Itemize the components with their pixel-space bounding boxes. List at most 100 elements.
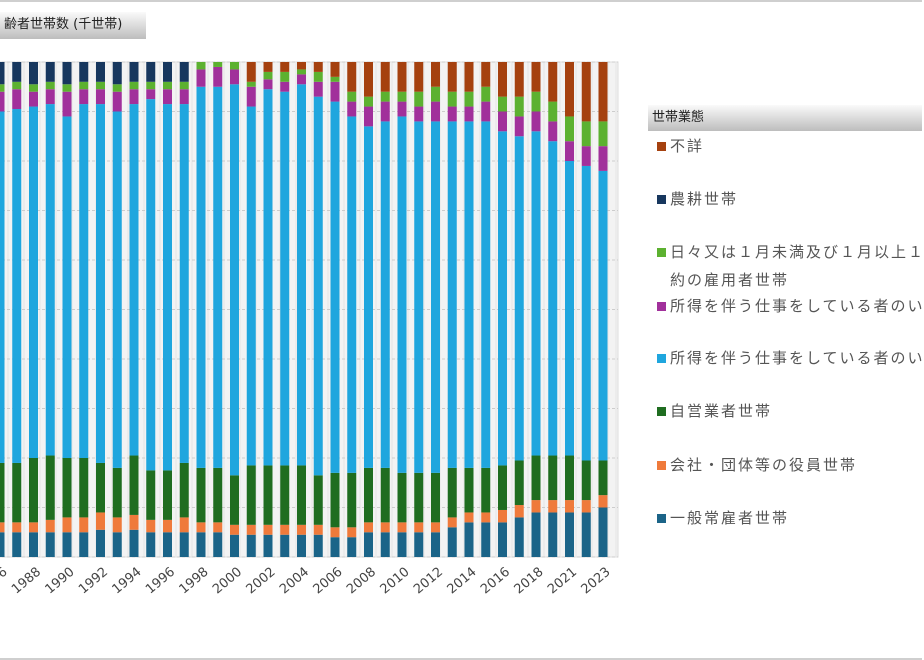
bar-segment	[112, 91, 122, 112]
bar-segment	[45, 104, 55, 456]
bar-segment	[179, 517, 189, 533]
bar-segment	[598, 146, 608, 171]
bar-segment	[531, 455, 541, 501]
bar-segment	[347, 537, 357, 557]
bar-segment	[531, 500, 541, 513]
bar-segment	[313, 475, 323, 525]
bar-segment	[313, 81, 323, 97]
bar-segment	[464, 62, 474, 92]
legend-label: 会社・団体等の役員世帯	[670, 456, 858, 474]
bar-segment	[347, 101, 357, 117]
bar-segment	[179, 62, 189, 82]
bar-segment	[196, 522, 206, 533]
bar-segment	[0, 84, 5, 92]
bar-segment	[112, 467, 122, 518]
bar-segment	[79, 532, 89, 557]
bar-segment	[514, 136, 524, 461]
bar-segment	[481, 62, 491, 87]
bar-segment	[380, 91, 390, 102]
bar-segment	[347, 527, 357, 538]
bar-segment	[548, 455, 558, 501]
bar-segment	[246, 86, 256, 107]
bar-segment	[531, 91, 541, 112]
bar-segment	[380, 121, 390, 468]
bar-segment	[29, 522, 38, 533]
bar-segment	[347, 62, 357, 92]
bar-segment	[280, 91, 290, 466]
bar-segment	[498, 465, 507, 510]
bar-segment	[96, 81, 105, 90]
bar-segment	[581, 512, 591, 557]
bar-segment	[414, 91, 424, 107]
bar-segment	[179, 89, 189, 105]
bar-segment	[447, 91, 457, 107]
bar-segment	[364, 62, 373, 97]
bar-segment	[12, 89, 22, 110]
bar-segment	[246, 62, 256, 82]
bar-segment	[414, 62, 424, 92]
bar-segment	[12, 462, 22, 523]
bar-segment	[196, 467, 206, 523]
bar-segment	[129, 81, 139, 90]
bar-segment	[447, 62, 457, 92]
bar-segment	[464, 522, 474, 557]
bar-segment	[163, 62, 172, 82]
bar-segment	[514, 505, 524, 518]
bar-segment	[163, 532, 172, 557]
chart-title: 齢者世帯数 (千世帯)	[0, 12, 146, 39]
bar-segment	[62, 116, 72, 458]
x-tick-label: 2002	[244, 565, 279, 598]
x-tick-label: 2016	[478, 565, 513, 598]
bar-segment	[79, 62, 89, 82]
bar-segment	[79, 89, 89, 105]
bar-segment	[146, 99, 156, 471]
legend-swatch	[657, 354, 666, 363]
bar-segment	[29, 91, 38, 107]
bar-segment	[129, 529, 139, 557]
bar-segment	[29, 458, 38, 523]
bar-segment	[397, 91, 407, 102]
bar-segment	[397, 472, 407, 523]
x-tick-label: 2023	[579, 565, 614, 598]
bar-segment	[297, 74, 306, 85]
bar-segment	[62, 532, 72, 557]
bar-segment	[297, 84, 306, 466]
bar-segment	[196, 532, 206, 557]
bar-segment	[498, 131, 507, 466]
bar-segment	[230, 524, 239, 535]
bar-segment	[431, 121, 440, 473]
x-tick-label: 2012	[411, 565, 446, 598]
bar-segment	[364, 106, 373, 127]
bar-segment	[96, 512, 105, 530]
bar-segment	[330, 101, 340, 473]
bar-segment	[481, 512, 491, 523]
bar-segment	[96, 62, 105, 82]
bar-segment	[481, 86, 491, 102]
bar-segment	[146, 62, 156, 82]
bar-segment	[179, 104, 189, 463]
bar-segment	[464, 91, 474, 107]
bar-segment	[531, 111, 541, 132]
bar-segment	[581, 121, 591, 147]
x-tick-label: 2008	[344, 565, 379, 598]
bar-segment	[146, 532, 156, 557]
bar-segment	[464, 467, 474, 513]
bar-segment	[0, 462, 5, 523]
bar-segment	[565, 62, 574, 117]
bar-segment	[330, 76, 340, 82]
bar-segment	[330, 527, 340, 538]
bar-segment	[12, 532, 22, 557]
bar-segment	[514, 62, 524, 97]
bar-segment	[246, 524, 256, 535]
bar-segment	[414, 121, 424, 473]
bar-segment	[364, 532, 373, 557]
bar-segment	[280, 71, 290, 82]
bar-segment	[263, 71, 273, 80]
bar-segment	[481, 121, 491, 468]
bar-segment	[29, 84, 38, 92]
bar-segment	[112, 517, 122, 533]
bar-segment	[0, 111, 5, 463]
bar-segment	[364, 96, 373, 107]
bar-segment	[498, 62, 507, 97]
